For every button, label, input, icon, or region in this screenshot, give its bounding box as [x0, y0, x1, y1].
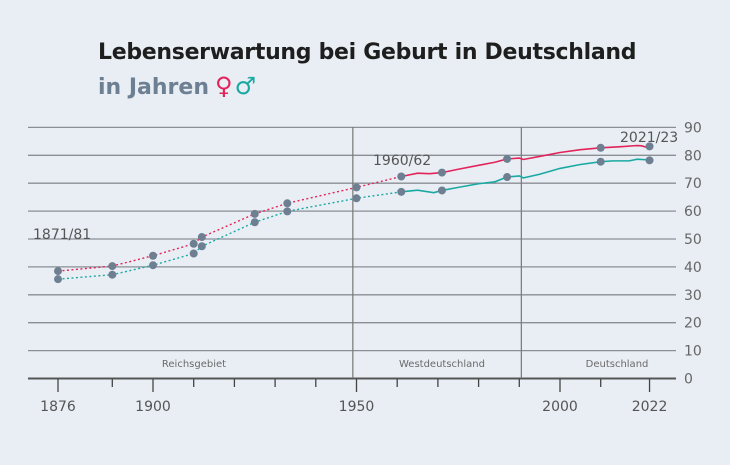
region-label: Reichsgebiet	[162, 359, 226, 370]
y-tick-label: 30	[684, 288, 702, 304]
y-tick-label: 0	[684, 372, 693, 388]
data-point-männer	[503, 173, 512, 182]
series-dotted-line-frauen	[57, 175, 402, 272]
data-point-frauen	[283, 199, 292, 208]
subtitle-text: in Jahren	[98, 75, 209, 100]
male-symbol-icon: ♂	[234, 72, 257, 100]
data-point-männer	[645, 156, 654, 165]
y-tick-label: 10	[684, 344, 702, 360]
y-tick-label: 80	[684, 148, 702, 164]
data-point-frauen	[437, 168, 446, 177]
y-tick-label: 60	[684, 204, 702, 220]
annotation-label: 1871/81	[33, 227, 91, 243]
chart-subtitle: in Jahren ♀♂	[98, 72, 256, 100]
data-point-frauen	[503, 154, 512, 163]
y-tick-label: 20	[684, 316, 702, 332]
data-point-frauen	[596, 143, 605, 152]
data-point-männer	[149, 261, 157, 270]
region-label: Deutschland	[586, 359, 649, 370]
y-tick-label: 40	[684, 260, 702, 276]
data-point-männer	[397, 187, 406, 196]
x-tick-label: 1900	[135, 399, 171, 415]
y-tick-label: 70	[684, 176, 702, 192]
chart-title: Lebenserwartung bei Geburt in Deutschlan…	[98, 40, 637, 65]
female-symbol-icon: ♀	[215, 72, 233, 100]
data-point-frauen	[54, 267, 62, 276]
data-point-frauen	[250, 209, 259, 218]
annotation-label: 2021/23	[620, 130, 678, 146]
x-tick-label: 2022	[632, 399, 668, 415]
data-point-frauen	[352, 183, 361, 192]
x-tick-label: 1876	[40, 399, 76, 415]
series-line-männer	[401, 158, 650, 194]
data-point-männer	[108, 270, 117, 279]
data-point-frauen	[108, 262, 117, 271]
data-point-frauen	[645, 142, 654, 151]
x-tick-label: 1950	[339, 399, 375, 415]
data-point-frauen	[197, 233, 206, 242]
data-point-männer	[189, 249, 198, 258]
data-point-männer	[596, 157, 605, 166]
data-point-männer	[250, 218, 259, 227]
x-tick-label: 2000	[542, 399, 578, 415]
data-point-männer	[437, 186, 446, 195]
region-label: Westdeutschland	[399, 359, 485, 370]
annotation-label: 1960/62	[373, 153, 431, 169]
data-point-männer	[283, 207, 292, 216]
data-point-männer	[352, 194, 361, 203]
data-point-frauen	[189, 239, 198, 248]
y-tick-label: 90	[684, 120, 702, 136]
data-point-männer	[197, 242, 206, 251]
y-tick-label: 50	[684, 232, 702, 248]
data-point-frauen	[149, 251, 157, 260]
data-point-frauen	[397, 172, 406, 181]
data-point-männer	[54, 275, 62, 284]
